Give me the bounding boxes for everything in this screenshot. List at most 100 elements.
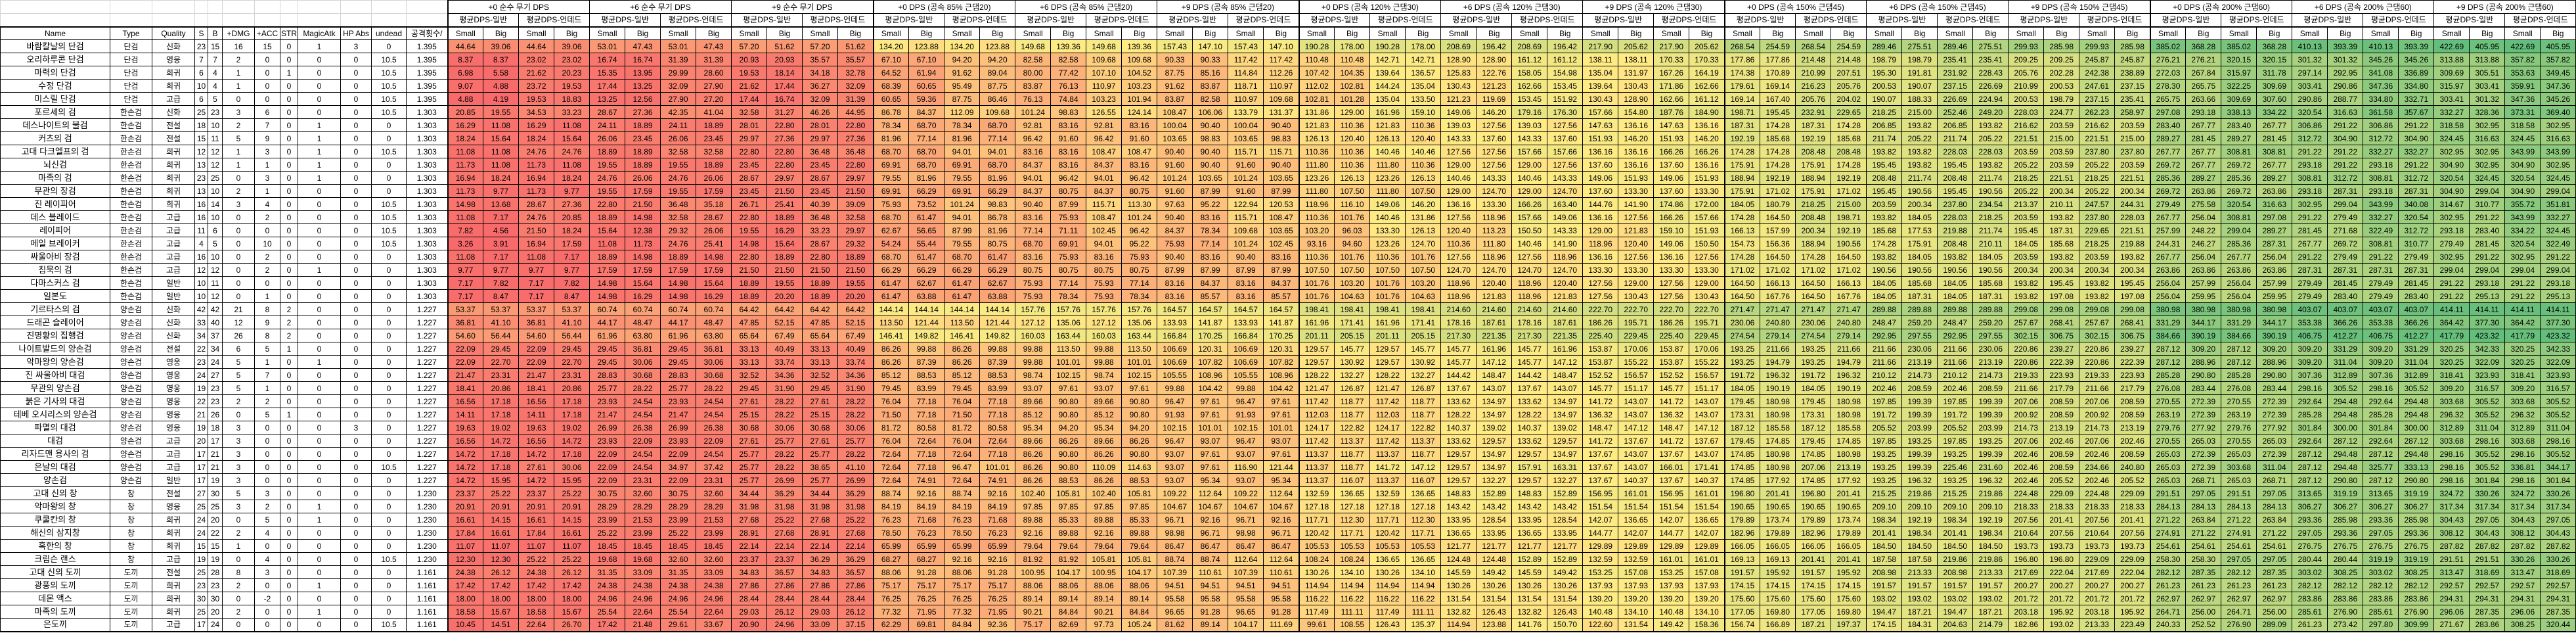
dps-cell[interactable]: 219.86	[1901, 486, 1938, 500]
dps-cell[interactable]: 110.36	[1298, 145, 1335, 158]
cell-undead[interactable]: 10.5	[371, 66, 407, 80]
dps-cell[interactable]: 284.13	[2185, 500, 2222, 513]
cell-undead[interactable]: 10.5	[371, 105, 407, 119]
dps-cell[interactable]: 18.14	[766, 66, 803, 80]
dps-cell[interactable]: 86.26	[944, 342, 981, 356]
dps-cell[interactable]: 142.71	[1405, 53, 1442, 66]
dps-cell[interactable]: 311.04	[2256, 460, 2293, 474]
dps-cell[interactable]: 104.67	[1157, 500, 1193, 513]
dps-cell[interactable]: 15.64	[589, 223, 626, 237]
dps-cell[interactable]: 276.75	[2398, 539, 2435, 553]
dps-cell[interactable]: 95.58	[1263, 592, 1300, 605]
dps-cell[interactable]: 287.82	[2469, 539, 2506, 553]
dps-cell[interactable]: 20.86	[553, 381, 590, 395]
dps-cell[interactable]: 174.28	[1723, 210, 1761, 224]
dps-cell[interactable]: 313.47	[2504, 565, 2541, 579]
dps-cell[interactable]: 222.39	[2114, 355, 2151, 369]
dps-cell[interactable]: 142.07	[1689, 526, 1725, 540]
cell-undead[interactable]: 0	[371, 171, 407, 185]
dps-cell[interactable]: 7.82	[447, 223, 483, 237]
dps-cell[interactable]: 108.47	[1121, 145, 1158, 158]
dps-cell[interactable]: 422.69	[2433, 39, 2470, 53]
cell-hp-abs[interactable]: 0	[340, 263, 372, 277]
dps-cell[interactable]: 8.47	[483, 289, 519, 303]
dps-cell[interactable]: 172.00	[1689, 197, 1725, 211]
dps-cell[interactable]: 21.47	[518, 368, 554, 382]
dps-cell[interactable]: 103.65	[1263, 223, 1300, 237]
size-header[interactable]: Small	[1582, 26, 1619, 40]
cell-s[interactable]: 13	[194, 184, 208, 198]
dps-cell[interactable]: 104.63	[1405, 289, 1442, 303]
dps-cell[interactable]: 178.16	[1511, 316, 1548, 329]
dps-cell[interactable]: 121.77	[1476, 539, 1513, 553]
dps-cell[interactable]: 21.53	[625, 513, 661, 527]
dps-cell[interactable]: 20.23	[553, 66, 590, 80]
dps-cell[interactable]: 104.35	[1334, 66, 1371, 80]
dps-cell[interactable]: 81.92	[1015, 552, 1052, 566]
dps-cell[interactable]: 198.71	[1723, 105, 1761, 119]
cell-magic-atk[interactable]: 0	[298, 592, 341, 605]
dps-cell[interactable]: 235.41	[1937, 53, 1974, 66]
cell-dmg[interactable]: 26	[222, 329, 255, 342]
cell-undead[interactable]: 10.5	[371, 53, 407, 66]
cell-dmg[interactable]: 1	[222, 158, 255, 172]
dps-cell[interactable]: 28.22	[837, 408, 874, 421]
dps-cell[interactable]: 101.76	[1334, 250, 1371, 264]
cell-quality[interactable]: 고급	[152, 223, 195, 237]
dps-cell[interactable]: 254.61	[2256, 539, 2293, 553]
dps-cell[interactable]: 29.61	[660, 618, 697, 632]
dps-cell[interactable]: 102.15	[1157, 421, 1193, 434]
cell-quality[interactable]: 영웅	[152, 368, 195, 382]
dps-cell[interactable]: 61.47	[979, 250, 1016, 264]
dps-cell[interactable]: 81.96	[979, 171, 1016, 185]
dps-cell[interactable]: 410.13	[2292, 39, 2328, 53]
dps-cell[interactable]: 30.68	[625, 368, 661, 382]
cell-acc[interactable]: 3	[254, 565, 280, 579]
dps-cell[interactable]: 208.59	[1901, 381, 1938, 395]
dps-cell[interactable]: 86.78	[872, 105, 910, 119]
cell-b[interactable]: 25	[208, 500, 223, 513]
dps-cell[interactable]: 380.98	[2221, 302, 2257, 316]
dps-cell[interactable]: 22.70	[553, 355, 590, 369]
dps-cell[interactable]: 87.99	[1263, 263, 1300, 277]
dps-cell[interactable]: 256.04	[2149, 276, 2187, 290]
dps-cell[interactable]: 17.84	[447, 526, 483, 540]
dps-cell[interactable]: 305.52	[2540, 408, 2576, 421]
dps-cell[interactable]: 109.68	[979, 105, 1016, 119]
dps-cell[interactable]: 160.03	[1015, 329, 1052, 342]
dps-cell[interactable]: 257.99	[2185, 276, 2222, 290]
dps-cell[interactable]: 116.10	[1334, 197, 1371, 211]
dps-cell[interactable]: 182.96	[1723, 526, 1761, 540]
dps-cell[interactable]: 145.77	[1334, 342, 1371, 356]
dps-cell[interactable]: 37.15	[837, 618, 874, 632]
dps-cell[interactable]: 274.54	[1795, 329, 1832, 342]
dps-cell[interactable]: 22.80	[766, 158, 803, 172]
dps-cell[interactable]: 301.32	[2292, 53, 2328, 66]
dps-cell[interactable]: 29.97	[731, 131, 768, 145]
dps-cell[interactable]: 322.25	[2221, 79, 2257, 93]
dps-cell[interactable]: 29.45	[660, 355, 697, 369]
dps-cell[interactable]: 134.97	[1547, 447, 1584, 461]
empty-cell[interactable]	[222, 13, 255, 28]
dps-cell[interactable]: 77.18	[908, 460, 945, 474]
cell-str[interactable]: 0	[280, 421, 298, 434]
dps-cell[interactable]: 211.66	[1866, 355, 1903, 369]
dps-cell[interactable]: 193.82	[2079, 289, 2116, 303]
dps-cell[interactable]: 76.13	[1015, 92, 1052, 106]
dps-cell[interactable]: 240.33	[2149, 618, 2187, 632]
dps-cell[interactable]: 148.83	[1511, 486, 1548, 500]
dps-cell[interactable]: 320.15	[2256, 53, 2293, 66]
dps-cell[interactable]: 22.09	[660, 473, 697, 487]
dps-cell[interactable]: 77.18	[908, 447, 945, 461]
cell-s[interactable]: 24	[194, 513, 208, 527]
dps-cell[interactable]: 353.38	[2363, 316, 2399, 329]
dps-cell[interactable]: 20.85	[447, 105, 483, 119]
dps-cell[interactable]: 289.88	[1901, 302, 1938, 316]
dps-cell[interactable]: 28.60	[696, 66, 732, 80]
dps-cell[interactable]: 263.19	[2221, 408, 2257, 421]
dps-cell[interactable]: 304.43	[2469, 526, 2506, 540]
cell-acc[interactable]: 7	[254, 118, 280, 132]
dps-cell[interactable]: 143.42	[1476, 500, 1513, 513]
dps-cell[interactable]: 126.43	[1476, 605, 1513, 619]
dps-cell[interactable]: 263.84	[2256, 513, 2293, 527]
